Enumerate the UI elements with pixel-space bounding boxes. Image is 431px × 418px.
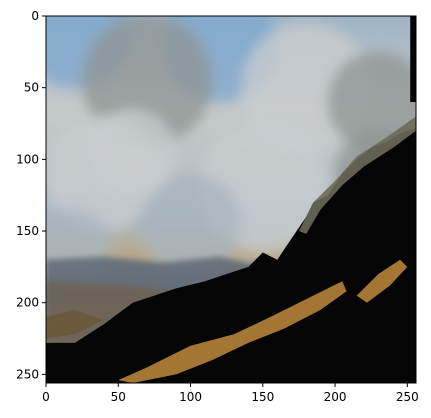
sunlit-slope-lower [118,281,347,383]
x-tick-label: 50 [111,390,126,404]
y-tick-label: 150 [16,224,39,238]
left-slope [46,309,104,339]
plot-image [46,16,416,383]
cloud-blob [327,51,416,153]
x-tick-label: 200 [324,390,347,404]
x-axis: 0 50 100 150 200 250 [42,383,419,404]
y-axis: 0 50 100 150 200 250 [16,9,46,381]
y-tick-label: 100 [16,152,39,166]
sunlit-slope-upper [356,259,408,303]
x-tick-label: 250 [396,390,419,404]
right-edge-strip [410,16,416,103]
y-tick-label: 250 [16,367,39,381]
x-tick-label: 100 [179,390,202,404]
cloud-blob [139,173,242,275]
ridge-highlight [298,116,416,234]
y-tick-label: 50 [24,81,39,95]
cloud-blob [89,108,177,196]
y-tick-label: 0 [31,9,39,23]
x-tick-label: 0 [42,390,50,404]
foreground-ridge [46,127,416,383]
plot-frame [45,15,417,384]
y-tick-label: 200 [16,296,39,310]
x-tick-label: 150 [251,390,274,404]
